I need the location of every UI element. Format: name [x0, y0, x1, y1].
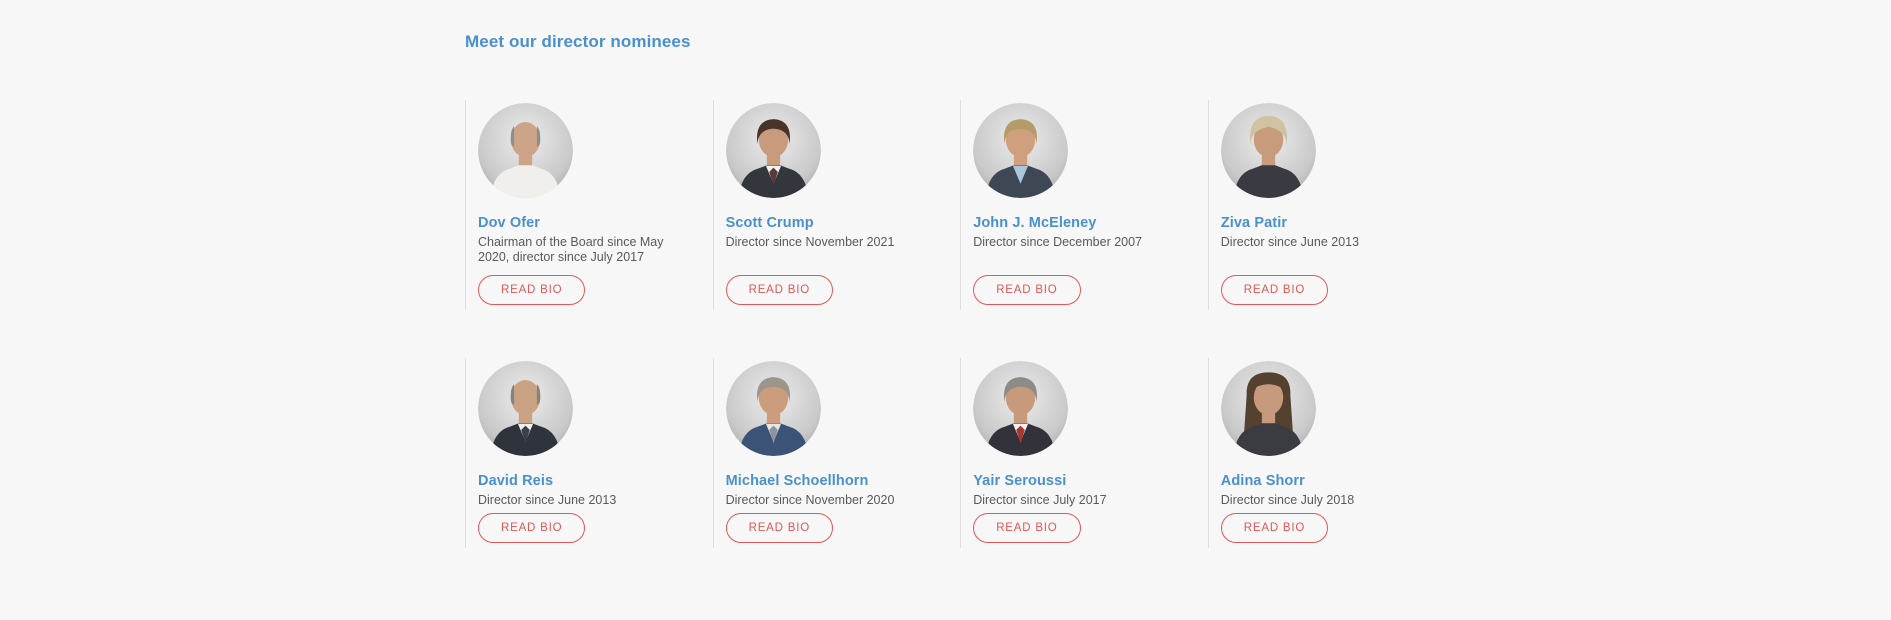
director-card: Adina Shorr Director since July 2018 REA… [1207, 358, 1456, 548]
director-photo [478, 103, 573, 198]
director-tenure: Chairman of the Board since May 2020, di… [478, 235, 664, 264]
director-card: John J. McEleney Director since December… [960, 100, 1208, 310]
director-card: Michael Schoellhorn Director since Novem… [712, 358, 961, 548]
read-bio-button[interactable]: READ BIO [725, 275, 833, 305]
director-nominees-section: Meet our director nominees Dov Ofer Chai… [465, 31, 1465, 548]
director-name-link[interactable]: Michael Schoellhorn [725, 473, 869, 489]
director-tenure: Director since December 2007 [973, 235, 1143, 249]
director-photo [973, 361, 1069, 456]
director-photo [725, 361, 821, 456]
director-tenure: Director since July 2017 [973, 493, 1107, 507]
director-name-link[interactable]: Dov Ofer [478, 215, 541, 231]
director-photo [1220, 361, 1316, 456]
read-bio-button[interactable]: READ BIO [1220, 275, 1329, 305]
directors-grid: Dov Ofer Chairman of the Board since May… [465, 100, 1465, 548]
director-tenure: Director since November 2021 [725, 235, 895, 249]
director-name-link[interactable]: David Reis [478, 473, 554, 489]
director-photo [973, 103, 1069, 198]
director-name-link[interactable]: Adina Shorr [1220, 473, 1305, 489]
director-photo [725, 103, 821, 198]
section-title: Meet our director nominees [465, 32, 691, 51]
read-bio-button[interactable]: READ BIO [1220, 513, 1329, 543]
director-card: Yair Seroussi Director since July 2017 R… [960, 358, 1208, 548]
read-bio-button[interactable]: READ BIO [973, 275, 1081, 305]
director-tenure: Director since June 2013 [478, 493, 617, 507]
director-photo [1220, 103, 1316, 198]
director-card: Scott Crump Director since November 2021… [712, 100, 961, 310]
director-photo [478, 361, 573, 456]
director-name-link[interactable]: Scott Crump [725, 215, 814, 231]
read-bio-button[interactable]: READ BIO [478, 275, 586, 305]
read-bio-button[interactable]: READ BIO [973, 513, 1081, 543]
director-name-link[interactable]: Ziva Patir [1220, 215, 1288, 231]
director-card: Ziva Patir Director since June 2013 READ… [1207, 100, 1456, 310]
director-tenure: Director since July 2018 [1220, 493, 1355, 507]
director-name-link[interactable]: Yair Seroussi [973, 473, 1067, 489]
director-tenure: Director since June 2013 [1220, 235, 1360, 249]
director-card: Dov Ofer Chairman of the Board since May… [465, 100, 713, 310]
director-card: David Reis Director since June 2013 READ… [465, 358, 713, 548]
director-tenure: Director since November 2020 [725, 493, 895, 507]
read-bio-button[interactable]: READ BIO [478, 513, 586, 543]
director-name-link[interactable]: John J. McEleney [973, 215, 1097, 231]
read-bio-button[interactable]: READ BIO [725, 513, 833, 543]
